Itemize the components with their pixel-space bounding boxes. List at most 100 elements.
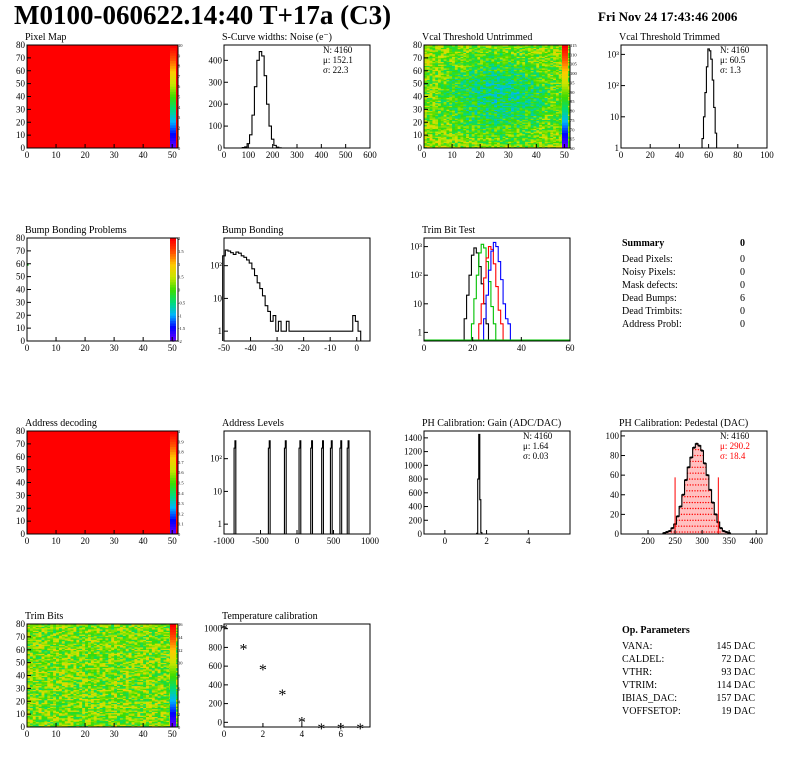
hatch-dot xyxy=(699,490,702,492)
heatmap-cell xyxy=(438,79,442,82)
heatmap-cell xyxy=(438,91,442,93)
heatmap-cell xyxy=(522,64,526,66)
heatmap-cell xyxy=(553,57,557,60)
heatmap-cell xyxy=(426,88,430,91)
hatch-dot xyxy=(686,519,689,521)
heatmap-cell xyxy=(502,91,506,93)
heatmap-cell xyxy=(530,83,534,86)
heatmap-cell xyxy=(466,78,470,81)
heatmap-cell xyxy=(519,133,523,136)
hatch-dot xyxy=(697,478,699,480)
heatmap-cell xyxy=(547,105,551,108)
heatmap-cell xyxy=(536,97,540,100)
heatmap-cell xyxy=(426,124,430,127)
heatmap-cell xyxy=(513,61,517,64)
heatmap-cell xyxy=(494,46,498,48)
heatmap-cell xyxy=(550,69,554,72)
heatmap-cell xyxy=(502,90,506,92)
heatmap-cell xyxy=(424,51,428,54)
heatmap-cell xyxy=(502,87,506,90)
heatmap-cell xyxy=(446,102,450,105)
heatmap-cell xyxy=(536,56,540,59)
heatmap-cell xyxy=(452,113,456,115)
heatmap-cell xyxy=(497,133,501,136)
heatmap-cell xyxy=(494,111,498,114)
heatmap-cell xyxy=(508,61,512,64)
heatmap-cell xyxy=(438,109,442,111)
heatmap-cell xyxy=(460,60,464,63)
heatmap-cell xyxy=(424,126,428,128)
heatmap-cell xyxy=(516,87,520,90)
heatmap-cell xyxy=(460,47,464,50)
heatmap-cell xyxy=(457,57,461,60)
heatmap-cell xyxy=(477,136,481,138)
heatmap-cell xyxy=(446,57,450,60)
heatmap-cell xyxy=(474,50,478,52)
heatmap-cell xyxy=(539,79,543,82)
heatmap-cell xyxy=(466,55,470,57)
heatmap-cell xyxy=(513,97,517,100)
heatmap-cell xyxy=(553,137,557,140)
heatmap-cell xyxy=(516,144,520,146)
heatmap-cell xyxy=(463,124,467,127)
heatmap-cell xyxy=(429,73,433,75)
heatmap-cell xyxy=(497,60,501,63)
heatmap-cell xyxy=(522,120,526,123)
heatmap-cell xyxy=(471,120,475,123)
heatmap-cell xyxy=(516,77,520,79)
heatmap-cell xyxy=(530,129,534,132)
heatmap-cell xyxy=(544,59,548,61)
heatmap-cell xyxy=(482,74,487,77)
heatmap-cell xyxy=(558,86,562,88)
heatmap-cell xyxy=(558,129,562,132)
heatmap-cell xyxy=(541,131,546,133)
heatmap-cell xyxy=(432,131,436,133)
heatmap-cell xyxy=(477,45,481,47)
heatmap-cell xyxy=(544,78,548,81)
heatmap-cell xyxy=(488,96,492,99)
heatmap-cell xyxy=(435,54,439,56)
heatmap-cell xyxy=(550,73,554,75)
heatmap-cell xyxy=(429,74,433,77)
heatmap-cell xyxy=(494,68,498,70)
heatmap-cell xyxy=(511,61,515,64)
heatmap-cell xyxy=(541,141,546,144)
heatmap-cell xyxy=(482,48,487,51)
heatmap-cell xyxy=(424,117,428,119)
heatmap-cell xyxy=(449,122,453,124)
hatch-dot xyxy=(684,519,686,521)
heatmap-cell xyxy=(454,131,458,133)
heatmap-cell xyxy=(497,127,501,129)
heatmap-cell xyxy=(454,55,458,57)
heatmap-cell xyxy=(547,97,551,100)
heatmap-cell xyxy=(480,60,484,63)
heatmap-cell xyxy=(454,109,458,111)
heatmap-cell xyxy=(440,115,444,118)
heatmap-cell xyxy=(553,96,557,99)
heatmap-cell xyxy=(474,57,478,60)
heatmap-cell xyxy=(454,128,458,131)
heatmap-cell xyxy=(530,131,534,133)
heatmap-cell xyxy=(426,90,430,92)
heatmap-cell xyxy=(541,51,546,54)
panel-address-decoding: 00.10.20.30.40.50.60.70.80.910 10 20 30 40 50… xyxy=(16,418,184,546)
heatmap-cell xyxy=(457,86,461,88)
heatmap-cell xyxy=(460,79,464,82)
heatmap-cell xyxy=(452,61,456,64)
heatmap-cell xyxy=(438,70,442,73)
heatmap-cell xyxy=(541,132,546,135)
heatmap-cell xyxy=(516,117,520,119)
heatmap-cell xyxy=(511,48,515,51)
heatmap-cell xyxy=(525,75,529,78)
heatmap-cell xyxy=(555,93,560,96)
heatmap-cell xyxy=(471,136,475,138)
heatmap-cell xyxy=(488,84,492,87)
heatmap-cell xyxy=(438,136,442,138)
heatmap-cell xyxy=(474,104,478,106)
heatmap-cell xyxy=(505,46,509,48)
heatmap-cell xyxy=(477,77,481,79)
heatmap-cell xyxy=(519,87,523,90)
heatmap-cell xyxy=(502,129,506,132)
heatmap-cell xyxy=(474,52,478,55)
heatmap-cell xyxy=(522,124,526,127)
